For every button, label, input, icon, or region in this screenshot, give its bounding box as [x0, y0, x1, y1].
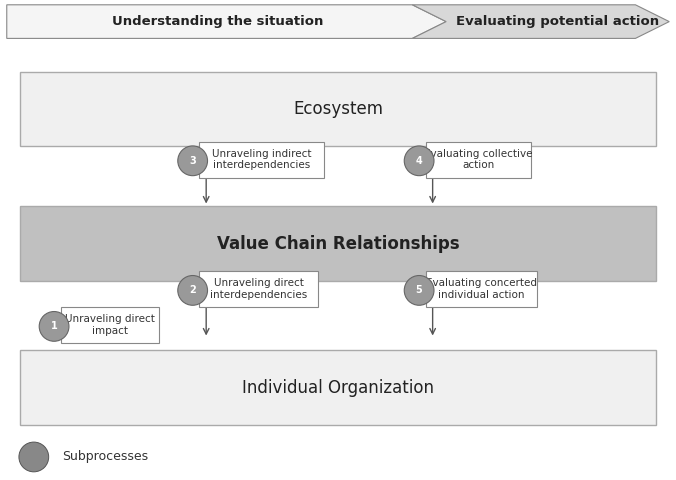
FancyBboxPatch shape [20, 350, 656, 425]
FancyBboxPatch shape [426, 271, 537, 307]
Text: 1: 1 [51, 322, 57, 331]
Ellipse shape [19, 442, 49, 472]
Polygon shape [412, 5, 669, 38]
FancyBboxPatch shape [61, 307, 159, 343]
FancyBboxPatch shape [199, 271, 318, 307]
Text: Unraveling direct
impact: Unraveling direct impact [65, 314, 155, 336]
FancyBboxPatch shape [20, 72, 656, 146]
Text: Unraveling direct
interdependencies: Unraveling direct interdependencies [210, 278, 307, 300]
Text: 4: 4 [416, 156, 422, 166]
Text: 3: 3 [189, 156, 196, 166]
Ellipse shape [178, 146, 208, 176]
Ellipse shape [404, 276, 434, 305]
Text: Individual Organization: Individual Organization [242, 379, 434, 396]
FancyBboxPatch shape [20, 206, 656, 281]
Text: Evaluating concerted
individual action: Evaluating concerted individual action [426, 278, 537, 300]
Text: Evaluating collective
action: Evaluating collective action [424, 149, 533, 170]
Text: Subprocesses: Subprocesses [62, 450, 148, 464]
FancyBboxPatch shape [199, 142, 324, 178]
Text: Understanding the situation: Understanding the situation [112, 15, 324, 28]
Text: Evaluating potential action: Evaluating potential action [456, 15, 659, 28]
Text: 5: 5 [416, 286, 422, 295]
Ellipse shape [39, 312, 69, 341]
Text: 2: 2 [189, 286, 196, 295]
Text: Unraveling indirect
interdependencies: Unraveling indirect interdependencies [212, 149, 312, 170]
Text: Value Chain Relationships: Value Chain Relationships [217, 235, 459, 252]
FancyBboxPatch shape [426, 142, 531, 178]
Polygon shape [7, 5, 446, 38]
Ellipse shape [404, 146, 434, 176]
Text: Ecosystem: Ecosystem [293, 100, 383, 118]
Ellipse shape [178, 276, 208, 305]
